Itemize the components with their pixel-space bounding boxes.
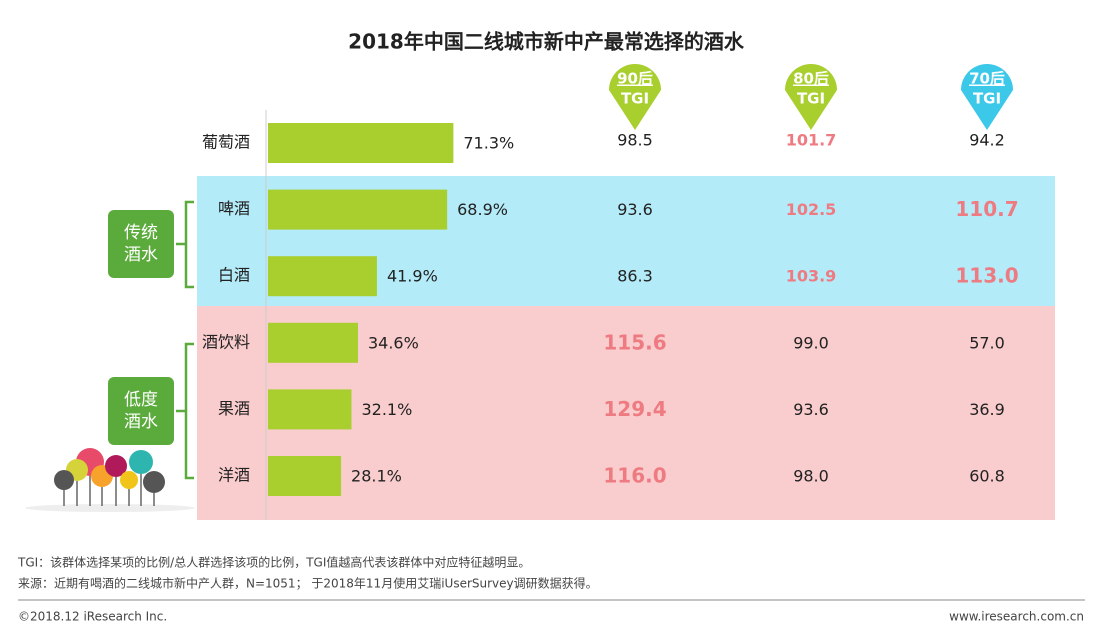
tgi-value: 99.0 <box>793 333 829 352</box>
tgi-value: 115.6 <box>603 330 666 354</box>
bar <box>268 256 377 297</box>
tgi-value: 102.5 <box>786 200 837 219</box>
data-label: 68.9% <box>457 200 508 219</box>
pin-label: TGI <box>797 90 825 108</box>
bar <box>268 123 454 163</box>
tgi-value: 113.0 <box>955 264 1018 288</box>
chart-title: 2018年中国二线城市新中产最常选择的酒水 <box>348 30 745 54</box>
pin-name: 80后 <box>793 70 829 88</box>
group-label-box: 低度酒水 <box>124 390 158 432</box>
tgi-value: 57.0 <box>969 333 1005 352</box>
category-label: 洋酒 <box>218 466 250 485</box>
bar <box>268 456 342 496</box>
category-label: 白酒 <box>218 266 250 285</box>
pin-name: 70后 <box>969 70 1005 88</box>
category-label: 啤酒 <box>218 199 250 218</box>
data-label: 34.6% <box>368 333 419 352</box>
pin <box>785 64 837 130</box>
footer-url: www.iresearch.com.cn <box>949 610 1084 624</box>
tgi-value: 86.3 <box>617 267 653 286</box>
category-label: 葡萄酒 <box>202 133 250 152</box>
pin <box>609 64 661 130</box>
tgi-value: 36.9 <box>969 400 1005 419</box>
group-box <box>108 377 174 445</box>
wine-glasses <box>25 448 195 512</box>
category-label: 果酒 <box>218 399 250 418</box>
tgi-value: 93.6 <box>793 400 829 419</box>
group-bracket <box>176 342 194 480</box>
pin-name: 90后 <box>617 70 653 88</box>
data-label: 28.1% <box>351 467 402 486</box>
bar <box>268 389 352 430</box>
tgi-value: 98.0 <box>793 467 829 486</box>
pin <box>961 64 1013 130</box>
tgi-value: 93.6 <box>617 200 653 219</box>
pin-label: TGI <box>621 90 649 108</box>
tgi-value: 103.9 <box>786 267 837 286</box>
tgi-value: 110.7 <box>955 197 1018 221</box>
pin-label: TGI <box>973 90 1001 108</box>
category-label: 酒饮料 <box>202 332 250 351</box>
data-label: 41.9% <box>387 267 438 286</box>
group-box <box>108 210 174 278</box>
footnote: TGI：该群体选择某项的比例/总人群选择该项的比例，TGI值越高代表该群体中对应… <box>17 555 530 570</box>
copyright: ©2018.12 iResearch Inc. <box>18 610 167 624</box>
tgi-value: 60.8 <box>969 467 1005 486</box>
group-label: 传统酒水 <box>124 223 158 265</box>
group-label-box: 传统酒水 <box>124 223 158 265</box>
tgi-value: 116.0 <box>603 464 666 488</box>
data-label: 32.1% <box>361 400 412 419</box>
footnote: 来源：近期有喝酒的二线城市新中产人群，N=1051； 于2018年11月使用艾瑞… <box>18 576 598 591</box>
data-label: 71.3% <box>463 134 514 153</box>
tgi-value: 98.5 <box>617 131 653 150</box>
tgi-value: 94.2 <box>969 131 1005 150</box>
bar <box>268 189 448 230</box>
tgi-value: 129.4 <box>603 397 666 421</box>
tgi-value: 101.7 <box>786 131 837 150</box>
bar <box>268 322 358 363</box>
group-label: 低度酒水 <box>124 390 158 432</box>
group-bracket <box>176 200 194 289</box>
